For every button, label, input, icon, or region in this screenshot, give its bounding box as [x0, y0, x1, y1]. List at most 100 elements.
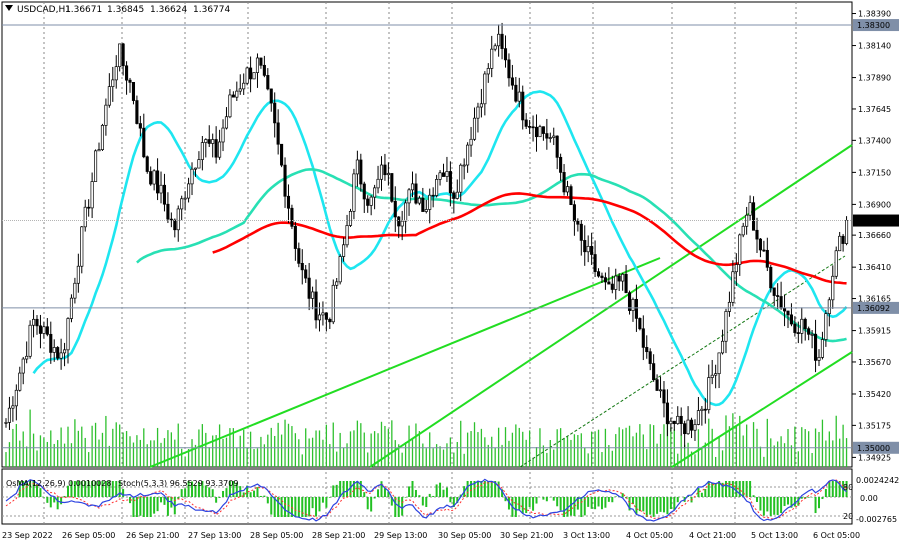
candle-body — [679, 415, 683, 424]
candle-body — [304, 269, 308, 279]
candle-body — [11, 405, 15, 409]
candle-body — [638, 318, 642, 330]
candle-body — [689, 419, 694, 431]
current-price-tag-bg — [853, 214, 899, 227]
candle-body — [249, 67, 253, 80]
price-axis: 1.38390 1.38140 1.37890 1.37645 1.37400 1.371… — [852, 10, 891, 462]
candle-body — [338, 256, 342, 283]
symbol-header: USDCAD,H1 — [17, 5, 71, 15]
candle-body — [507, 59, 511, 79]
candle-body — [648, 351, 652, 364]
candle-body — [782, 307, 787, 312]
candle-body — [193, 167, 198, 170]
candle-body — [242, 82, 246, 90]
time-tick-label: 4 Oct 05:00 — [626, 531, 673, 540]
candle-body — [421, 197, 425, 212]
candle-body — [211, 139, 215, 144]
moving-average-line — [136, 168, 847, 343]
candle-body — [407, 189, 411, 204]
price-tick-label: 1.36410 — [858, 263, 891, 272]
candle-body — [218, 141, 222, 158]
candle-body — [793, 323, 797, 333]
candle-body — [672, 420, 676, 425]
candle-body — [469, 138, 473, 146]
candle-body — [21, 358, 25, 374]
candle-body — [187, 183, 191, 199]
candle-body — [662, 389, 666, 404]
candle-body — [386, 173, 390, 176]
candle-body — [348, 211, 353, 226]
candle-body — [617, 275, 621, 282]
trend-channel-lines — [149, 144, 853, 468]
candle-body — [63, 349, 67, 354]
candle-body — [66, 318, 70, 351]
volume-bars — [5, 409, 848, 467]
candle-body — [758, 238, 762, 251]
candle-body — [311, 291, 315, 299]
candle-body — [569, 186, 573, 206]
candle-body — [107, 86, 111, 106]
candle-body — [359, 159, 363, 185]
candle-body — [224, 116, 229, 129]
candle-body — [111, 79, 115, 87]
candle-body — [238, 88, 242, 92]
candle-body — [627, 292, 632, 311]
candle-body — [262, 64, 266, 76]
candle-body — [255, 57, 260, 73]
candle-body — [814, 333, 818, 361]
candle-body — [404, 202, 408, 222]
candle-body — [731, 271, 735, 303]
candle-body — [800, 318, 804, 334]
stoch-main-line — [5, 478, 847, 522]
candle-body — [517, 91, 521, 102]
support-level-mid-tag: 1.36092 — [857, 304, 890, 313]
candle-body — [714, 373, 718, 376]
candle-body — [703, 408, 707, 411]
candle-body — [390, 173, 394, 202]
triangle-down-icon — [5, 5, 13, 11]
candle-body — [373, 187, 377, 198]
candle-body — [827, 299, 831, 314]
channel-line-upper — [369, 144, 853, 468]
candle-body — [583, 240, 587, 253]
candle-body — [197, 159, 201, 169]
candle-body — [355, 159, 359, 175]
candle-body — [435, 179, 439, 196]
time-tick-label: 27 Sep 13:00 — [188, 531, 241, 540]
candle-body — [369, 196, 373, 206]
candle-body — [159, 184, 163, 194]
candle-body — [700, 408, 704, 411]
resistance-level-tag: 1.38300 — [857, 21, 890, 30]
candle-body — [342, 244, 346, 257]
candle-body — [28, 324, 32, 357]
candle-body — [162, 184, 167, 205]
candle-body — [321, 312, 325, 316]
candle-body — [397, 216, 401, 227]
candle-body — [94, 150, 98, 182]
candle-body — [545, 133, 549, 139]
time-tick-label: 4 Oct 21:00 — [689, 531, 736, 540]
candle-body — [424, 209, 428, 212]
candle-body — [555, 135, 559, 158]
time-tick-label: 29 Sep 13:00 — [374, 531, 427, 540]
candle-body — [841, 235, 845, 244]
candle-body — [769, 266, 773, 289]
candle-body — [228, 94, 232, 118]
candle-body — [548, 137, 552, 139]
time-tick-label: 26 Sep 21:00 — [126, 531, 179, 540]
candle-body — [324, 312, 328, 320]
candle-body — [245, 67, 249, 84]
candle-body — [600, 275, 604, 278]
candle-body — [576, 220, 580, 225]
candle-body — [131, 82, 136, 101]
support-level-low-tag-bg — [853, 441, 899, 454]
price-tick-label: 1.36660 — [858, 231, 891, 240]
candle-body — [59, 352, 63, 359]
indicator-pane — [2, 478, 852, 522]
candle-body — [562, 172, 566, 193]
stoch-label: Stoch(5,3,3) 96.5529 93.3709 — [118, 479, 238, 488]
candle-body — [52, 347, 56, 353]
candle-body — [18, 372, 22, 391]
candle-body — [786, 310, 790, 316]
candle-body — [128, 79, 132, 83]
